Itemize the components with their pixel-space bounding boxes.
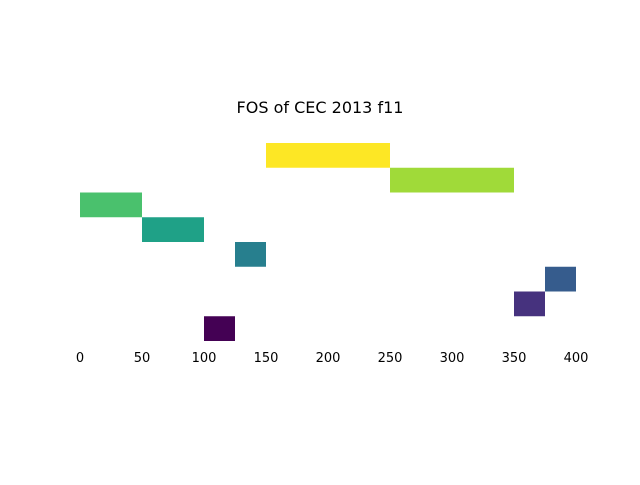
x-tick-label: 400 [564,351,589,366]
chart-bars [80,143,576,341]
bar-segment-4 [142,217,204,242]
x-tick-label: 50 [134,351,151,366]
bar-segment-1 [266,143,390,168]
chart-title: FOS of CEC 2013 f11 [236,98,404,117]
x-tick-label: 200 [316,351,341,366]
bar-segment-3 [80,192,142,218]
x-tick-label: 250 [378,351,403,366]
x-tick-label: 100 [192,351,217,366]
bar-segment-2 [390,167,514,193]
bar-segment-6 [545,266,576,292]
bar-segment-5 [235,242,266,267]
x-tick-label: 300 [440,351,465,366]
bar-segment-7 [514,291,545,317]
x-tick-label: 150 [254,351,279,366]
x-tick-label: 0 [76,351,84,366]
bar-segment-8 [204,316,235,341]
x-axis-ticks: 0 50 100 150 200 250 300 350 400 [76,351,589,366]
x-tick-label: 350 [502,351,527,366]
